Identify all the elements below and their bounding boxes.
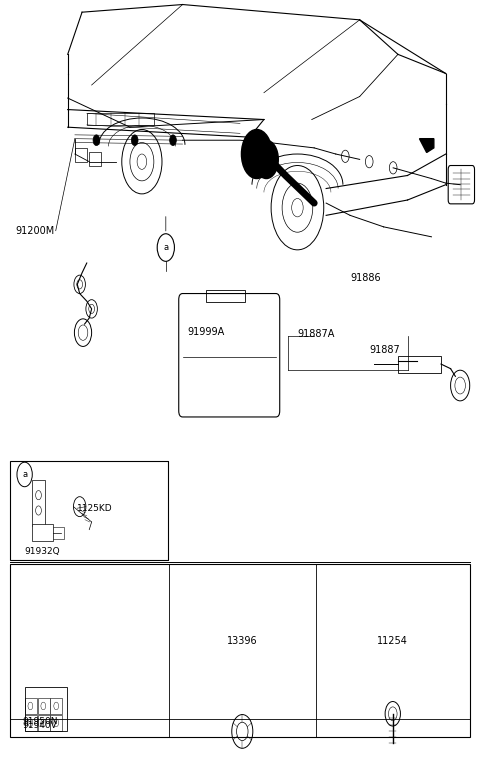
Bar (10, 564, 470, 737)
Circle shape (241, 130, 272, 178)
Text: 91887A: 91887A (298, 329, 335, 339)
Bar (53, 528, 64, 539)
Bar (24, 687, 67, 730)
Text: 91932Q: 91932Q (24, 547, 60, 555)
Bar (24, 715, 36, 730)
Bar (37, 715, 49, 730)
Bar (50, 698, 62, 713)
Bar (206, 290, 245, 302)
Text: 91940V: 91940V (22, 721, 57, 730)
Circle shape (132, 135, 138, 146)
FancyBboxPatch shape (448, 166, 475, 204)
Bar (24, 698, 36, 713)
Bar (32, 525, 53, 541)
Circle shape (169, 135, 176, 146)
Circle shape (93, 135, 100, 146)
Polygon shape (420, 139, 434, 153)
FancyBboxPatch shape (179, 293, 280, 417)
Bar (32, 480, 45, 526)
Bar (89, 152, 101, 166)
Bar (37, 698, 49, 713)
Text: 91200M: 91200M (15, 226, 54, 236)
Text: a: a (163, 243, 168, 252)
Text: 11254: 11254 (377, 637, 408, 647)
Bar (75, 148, 87, 162)
Bar (50, 715, 62, 730)
Text: 1125KD: 1125KD (77, 504, 113, 513)
Bar (87, 114, 154, 125)
Circle shape (254, 141, 278, 178)
Text: 91950N: 91950N (22, 717, 58, 727)
Text: 91886: 91886 (350, 273, 381, 283)
Text: 13396: 13396 (227, 637, 258, 647)
Text: 91999A: 91999A (187, 327, 225, 337)
Text: 91887: 91887 (369, 345, 400, 355)
Bar (10, 461, 168, 561)
Bar (398, 356, 441, 372)
Text: a: a (22, 470, 27, 479)
